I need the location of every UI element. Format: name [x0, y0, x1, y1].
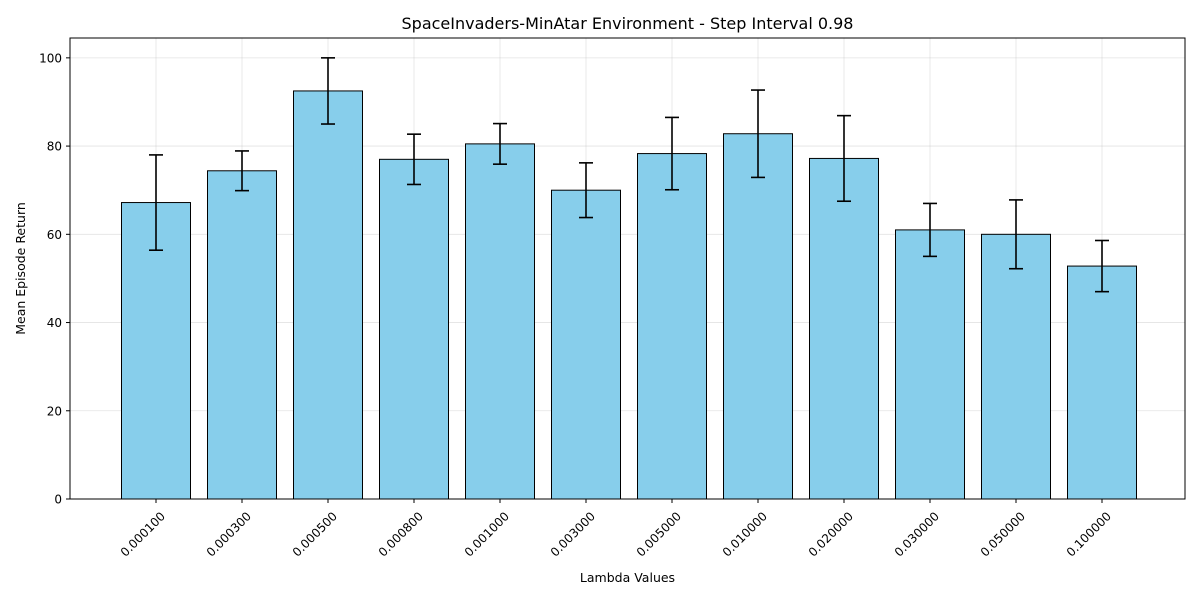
bar — [637, 153, 707, 500]
y-tick-label: 20 — [47, 404, 62, 418]
x-tick-label: 0.005000 — [634, 509, 684, 559]
bar — [465, 143, 535, 500]
plot-frame — [69, 37, 1186, 500]
x-tick-label: 0.000800 — [376, 509, 426, 559]
y-tick-label: 40 — [47, 316, 62, 330]
y-tick-label: 100 — [39, 51, 62, 65]
x-tick-label: 0.000500 — [290, 509, 340, 559]
bar — [1067, 265, 1137, 500]
x-axis-label: Lambda Values — [580, 570, 675, 585]
y-tick-label: 0 — [54, 493, 62, 507]
bar — [207, 170, 277, 500]
bar — [981, 233, 1051, 500]
y-tick-label: 80 — [47, 140, 62, 154]
bar — [809, 157, 879, 500]
bar — [551, 189, 621, 500]
x-tick-label: 0.000100 — [118, 509, 168, 559]
y-axis-label: Mean Episode Return — [13, 202, 28, 335]
x-tick-label: 0.000300 — [204, 509, 254, 559]
bar — [895, 229, 965, 500]
error-bars-layer — [149, 57, 1109, 293]
x-tick-label: 0.050000 — [978, 509, 1028, 559]
chart-title: SpaceInvaders-MinAtar Environment - Step… — [402, 14, 854, 33]
x-tick-label: 0.010000 — [720, 509, 770, 559]
bar — [293, 90, 363, 500]
x-tick-label: 0.001000 — [462, 509, 512, 559]
bar — [723, 133, 793, 500]
x-tick-label: 0.003000 — [548, 509, 598, 559]
x-tick-label: 0.030000 — [892, 509, 942, 559]
bar — [379, 158, 449, 500]
x-tick-label: 0.020000 — [806, 509, 856, 559]
bars-layer — [121, 90, 1137, 500]
x-tick-label: 0.100000 — [1064, 509, 1114, 559]
y-tick-label: 60 — [47, 228, 62, 242]
x-ticks: 0.000100 0.000300 0.000500 0.000800 0.001000… — [118, 499, 1114, 560]
y-ticks: 0 20 40 60 80 100 — [39, 51, 70, 507]
